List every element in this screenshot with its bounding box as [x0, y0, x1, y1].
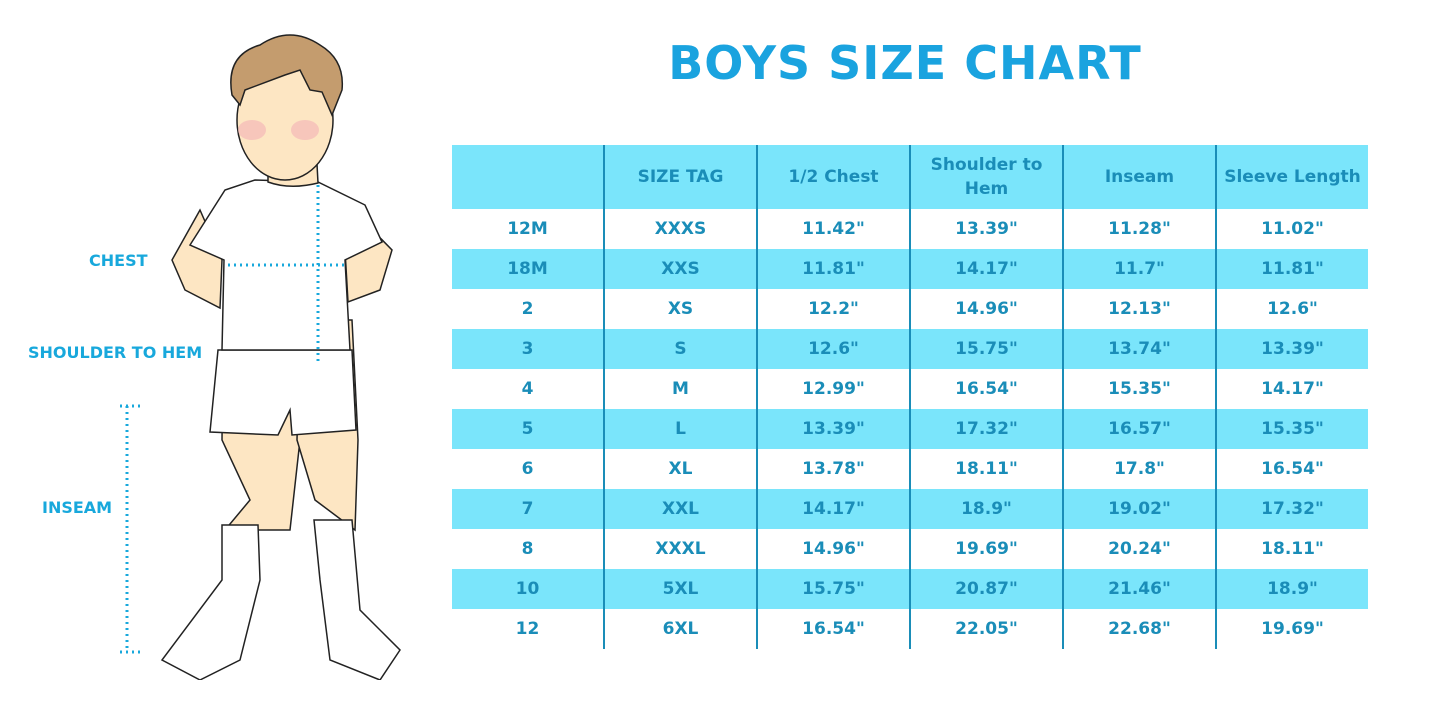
table-cell: 16.54" — [909, 369, 1063, 409]
table-cell: XS — [603, 289, 757, 329]
table-cell: 15.35" — [1215, 409, 1368, 449]
table-cell: 12.6" — [1215, 289, 1368, 329]
table-cell: 7 — [521, 499, 534, 519]
table-row: 7 XXL 14.17" 18.9" 19.02" 17.32" — [452, 489, 1368, 529]
table-cell: 15.75" — [756, 569, 910, 609]
table-cell: 12.2" — [756, 289, 910, 329]
size-chart-table: SIZE TAG 1/2 Chest Shoulder to Hem Insea… — [452, 145, 1368, 649]
table-cell: M — [603, 369, 757, 409]
table-row: 12M XXXS 11.42" 13.39" 11.28" 11.02" — [452, 209, 1368, 249]
table-cell: 5 — [521, 419, 534, 439]
table-cell: 18.11" — [1215, 529, 1368, 569]
shoulder-to-hem-label: SHOULDER TO HEM — [28, 343, 203, 362]
table-cell: 16.54" — [1215, 449, 1368, 489]
table-cell: 13.39" — [909, 209, 1063, 249]
table-cell: 22.68" — [1062, 609, 1216, 649]
table-cell: 21.46" — [1062, 569, 1216, 609]
table-cell: 13.74" — [1062, 329, 1216, 369]
header-cell: SIZE TAG — [603, 145, 757, 209]
table-cell: 16.54" — [756, 609, 910, 649]
table-cell: 18.9" — [909, 489, 1063, 529]
table-cell: S — [603, 329, 757, 369]
table-cell: 19.02" — [1062, 489, 1216, 529]
chest-label: CHEST — [89, 251, 148, 270]
table-row: 6 XL 13.78" 18.11" 17.8" 16.54" — [452, 449, 1368, 489]
table-cell: XXS — [603, 249, 757, 289]
table-cell: 14.17" — [1215, 369, 1368, 409]
table-cell: 6 — [521, 459, 534, 479]
table-cell: 16.57" — [1062, 409, 1216, 449]
table-cell: 6XL — [603, 609, 757, 649]
table-cell: 14.96" — [909, 289, 1063, 329]
table-cell: 22.05" — [909, 609, 1063, 649]
header-cell: Inseam — [1062, 145, 1216, 209]
table-cell: XXL — [603, 489, 757, 529]
table-cell: 3 — [521, 339, 534, 359]
table-cell: 17.8" — [1062, 449, 1216, 489]
table-cell: 12.13" — [1062, 289, 1216, 329]
boy-figure-illustration — [120, 34, 401, 680]
table-cell: XL — [603, 449, 757, 489]
table-cell: 11.81" — [1215, 249, 1368, 289]
table-cell: 18.9" — [1215, 569, 1368, 609]
header-cell: 1/2 Chest — [756, 145, 910, 209]
table-cell: 17.32" — [1215, 489, 1368, 529]
table-cell: 13.39" — [756, 409, 910, 449]
table-cell: 10 — [515, 579, 540, 599]
table-cell: 11.81" — [756, 249, 910, 289]
table-cell: 17.32" — [909, 409, 1063, 449]
table-cell: 19.69" — [1215, 609, 1368, 649]
table-cell: XXXL — [603, 529, 757, 569]
table-cell: 11.42" — [756, 209, 910, 249]
table-cell: 15.35" — [1062, 369, 1216, 409]
table-cell: 2 — [521, 299, 534, 319]
table-cell: 13.78" — [756, 449, 910, 489]
table-cell: 8 — [521, 539, 534, 559]
table-cell: 11.02" — [1215, 209, 1368, 249]
table-cell: 12.6" — [756, 329, 910, 369]
table-cell: 14.96" — [756, 529, 910, 569]
table-row: 10 5XL 15.75" 20.87" 21.46" 18.9" — [452, 569, 1368, 609]
table-row: 8 XXXL 14.96" 19.69" 20.24" 18.11" — [452, 529, 1368, 569]
table-cell: 20.24" — [1062, 529, 1216, 569]
table-header-row: SIZE TAG 1/2 Chest Shoulder to Hem Insea… — [452, 145, 1368, 209]
header-cell: Sleeve Length — [1215, 145, 1368, 209]
table-cell: 12.99" — [756, 369, 910, 409]
table-cell: 19.69" — [909, 529, 1063, 569]
table-row: 12 6XL 16.54" 22.05" 22.68" 19.69" — [452, 609, 1368, 649]
table-row: 2 XS 12.2" 14.96" 12.13" 12.6" — [452, 289, 1368, 329]
table-cell: 14.17" — [756, 489, 910, 529]
table-cell: 11.28" — [1062, 209, 1216, 249]
table-row: 18M XXS 11.81" 14.17" 11.7" 11.81" — [452, 249, 1368, 289]
table-cell: XXXS — [603, 209, 757, 249]
header-cell: Shoulder to Hem — [909, 145, 1063, 209]
inseam-label: INSEAM — [42, 498, 113, 517]
table-cell: 4 — [521, 379, 534, 399]
table-cell: 20.87" — [909, 569, 1063, 609]
table-cell: 13.39" — [1215, 329, 1368, 369]
table-cell: 5XL — [603, 569, 757, 609]
table-cell: 18M — [507, 259, 548, 279]
table-row: 5 L 13.39" 17.32" 16.57" 15.35" — [452, 409, 1368, 449]
table-cell: L — [603, 409, 757, 449]
table-cell: 14.17" — [909, 249, 1063, 289]
header-cell — [452, 145, 604, 209]
table-cell: 12M — [507, 219, 548, 239]
table-cell: 18.11" — [909, 449, 1063, 489]
page-title: BOYS SIZE CHART — [668, 36, 1142, 90]
table-cell: 11.7" — [1062, 249, 1216, 289]
table-row: 3 S 12.6" 15.75" 13.74" 13.39" — [452, 329, 1368, 369]
table-row: 4 M 12.99" 16.54" 15.35" 14.17" — [452, 369, 1368, 409]
table-cell: 15.75" — [909, 329, 1063, 369]
table-cell: 12 — [515, 619, 540, 639]
